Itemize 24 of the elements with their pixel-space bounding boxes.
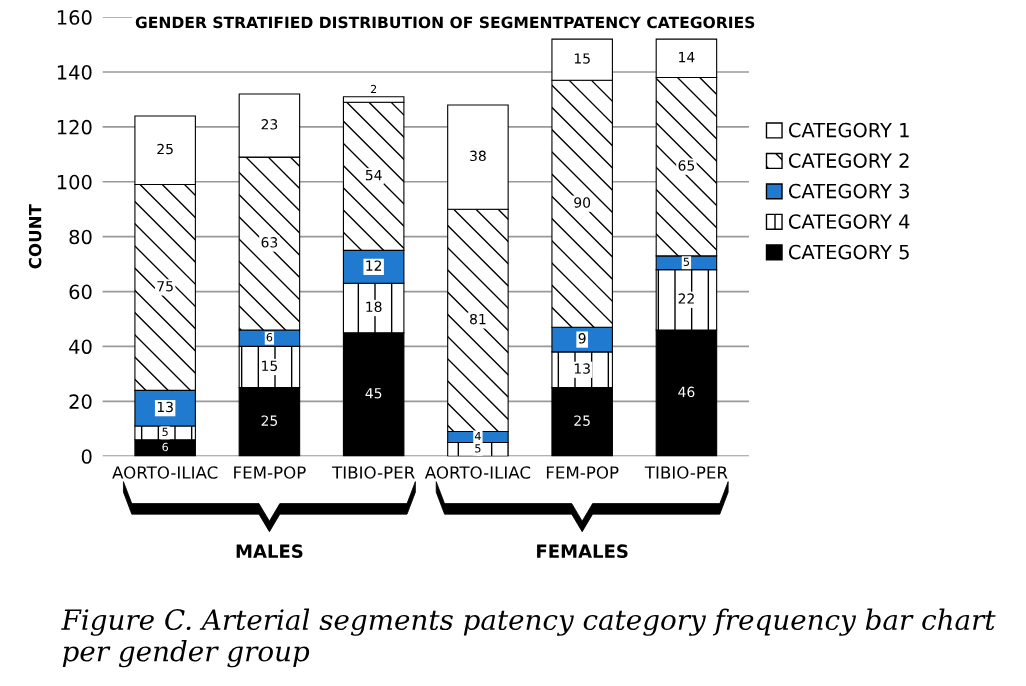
y-tick-label: 120 xyxy=(57,119,92,135)
y-tick-label: 0 xyxy=(81,449,92,464)
x-tick-label: FEM-POP xyxy=(546,466,619,479)
text: FEMALES xyxy=(537,544,628,559)
y-tick-label: 60 xyxy=(69,284,92,300)
x-tick-label: FEM-POP xyxy=(234,466,306,479)
y-axis-title: COUNT xyxy=(28,204,42,269)
text: MALES xyxy=(236,544,303,559)
x-tick-label: TIBIO-PER xyxy=(644,466,728,479)
y-tick-label: 80 xyxy=(69,229,92,245)
legend-label: CATEGORY 5 xyxy=(788,244,909,260)
y-tick-label: 20 xyxy=(69,394,92,409)
legend-label: CATEGORY 4 xyxy=(788,214,910,229)
x-tick-label: TIBIO-PER xyxy=(332,466,415,479)
legend-label: CATEGORY 2 xyxy=(788,153,909,168)
y-tick-label: 140 xyxy=(57,64,92,80)
x-tick-label: AORTO-ILIAC xyxy=(424,466,531,479)
y-tick-label: 160 xyxy=(57,10,92,25)
text: Figure C. Arterial segments patency category frequency bar chart per gender group xyxy=(61,608,996,668)
y-tick-label: 100 xyxy=(57,174,92,190)
legend-label: CATEGORY 3 xyxy=(788,183,909,199)
legend-label: CATEGORY 1 xyxy=(788,122,909,138)
x-tick-label: AORTO-ILIAC xyxy=(112,466,218,479)
y-tick-label: 40 xyxy=(69,339,92,355)
